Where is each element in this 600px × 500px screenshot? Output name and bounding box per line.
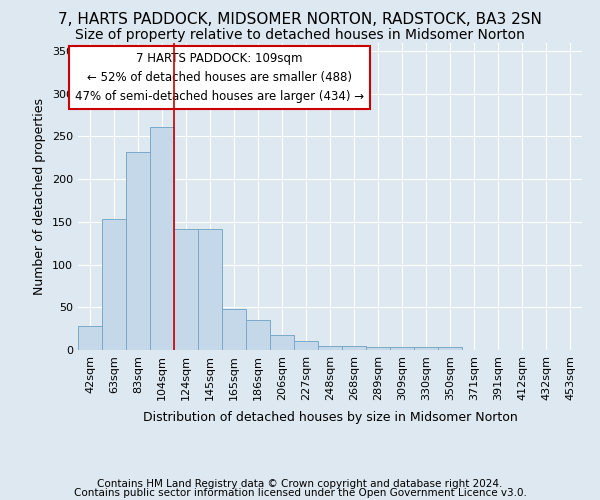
Bar xyxy=(174,228,198,350)
Bar xyxy=(390,348,414,350)
Text: 7, HARTS PADDOCK, MIDSOMER NORTON, RADSTOCK, BA3 2SN: 7, HARTS PADDOCK, MIDSOMER NORTON, RADST… xyxy=(58,12,542,28)
Text: Size of property relative to detached houses in Midsomer Norton: Size of property relative to detached ho… xyxy=(75,28,525,42)
Bar xyxy=(102,220,126,350)
Bar xyxy=(198,228,222,350)
Text: Contains public sector information licensed under the Open Government Licence v3: Contains public sector information licen… xyxy=(74,488,526,498)
X-axis label: Distribution of detached houses by size in Midsomer Norton: Distribution of detached houses by size … xyxy=(143,411,517,424)
Y-axis label: Number of detached properties: Number of detached properties xyxy=(34,98,46,294)
Bar xyxy=(414,348,438,350)
Text: Contains HM Land Registry data © Crown copyright and database right 2024.: Contains HM Land Registry data © Crown c… xyxy=(97,479,503,489)
Bar xyxy=(126,152,150,350)
Bar xyxy=(438,346,462,350)
Bar xyxy=(342,346,366,350)
Bar xyxy=(366,348,390,350)
Bar xyxy=(246,320,270,350)
Text: 7 HARTS PADDOCK: 109sqm
← 52% of detached houses are smaller (488)
47% of semi-d: 7 HARTS PADDOCK: 109sqm ← 52% of detache… xyxy=(74,52,364,102)
Bar xyxy=(270,334,294,350)
Bar xyxy=(150,127,174,350)
Bar xyxy=(222,309,246,350)
Bar xyxy=(318,346,342,350)
Bar xyxy=(78,326,102,350)
Bar xyxy=(294,340,318,350)
